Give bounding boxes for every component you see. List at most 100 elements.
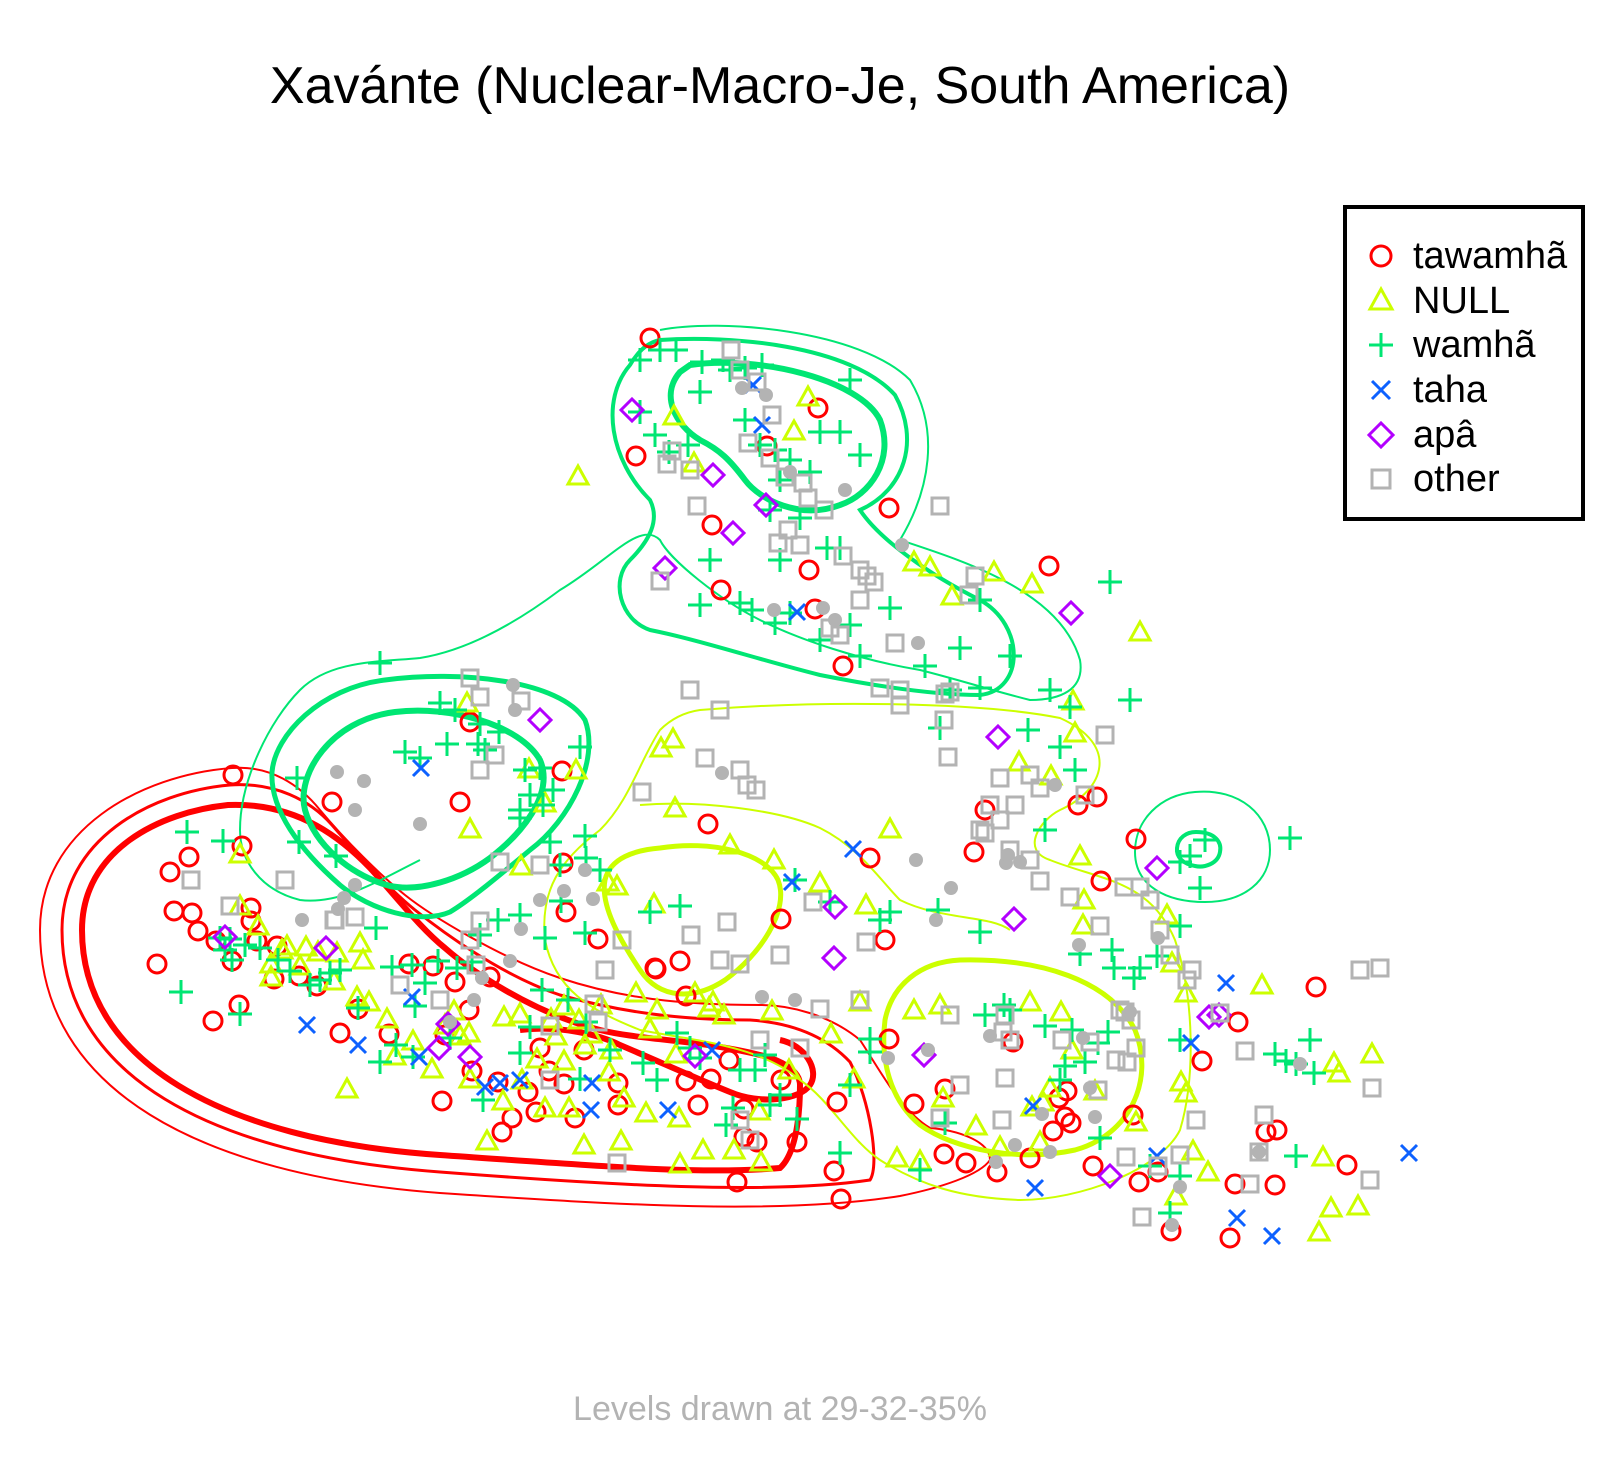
- data-point-triangle: [604, 872, 630, 896]
- data-point-diamond: [1057, 599, 1085, 627]
- data-point-triangle: [596, 1058, 622, 1082]
- series-dot: [295, 381, 1307, 1232]
- data-point-x: [1399, 1143, 1419, 1163]
- data-point-triangle: [532, 1094, 558, 1118]
- data-point-plus: [1122, 966, 1146, 990]
- data-point-plus: [573, 824, 597, 848]
- data-point-diamond: [820, 944, 848, 972]
- data-point-triangle: [1037, 1074, 1063, 1098]
- data-point-triangle: [524, 1045, 550, 1069]
- legend-item-apa: apâ: [1361, 413, 1476, 457]
- data-point-circle: [163, 900, 185, 922]
- data-point-dot: [1083, 1081, 1097, 1095]
- data-point-dot: [348, 803, 362, 817]
- data-point-triangle: [641, 890, 667, 914]
- data-point-square: [1116, 1147, 1136, 1167]
- data-point-plus: [785, 1107, 809, 1131]
- data-point-circle: [1090, 870, 1112, 892]
- data-point-triangle: [595, 868, 621, 892]
- data-point-plus: [1298, 1028, 1322, 1052]
- data-point-square: [1177, 970, 1197, 990]
- data-point-square: [970, 820, 990, 840]
- data-point-circle: [823, 1160, 845, 1182]
- data-point-square: [737, 775, 757, 795]
- data-point-x: [411, 758, 431, 778]
- data-point-plus: [568, 735, 592, 759]
- data-point-square: [935, 684, 955, 704]
- data-point-x: [1262, 1226, 1282, 1246]
- data-point-triangle: [566, 1006, 592, 1030]
- data-point-dot: [578, 863, 592, 877]
- data-point-dot: [759, 388, 773, 402]
- data-point-circle: [525, 1101, 547, 1123]
- data-point-square: [885, 633, 905, 653]
- data-point-square: [460, 930, 480, 950]
- data-point-circle: [770, 908, 792, 930]
- data-point-circle: [1336, 1154, 1358, 1176]
- data-point-plus: [384, 1033, 408, 1057]
- data-point-square: [798, 488, 818, 508]
- data-point-triangle: [258, 950, 284, 974]
- data-point-circle: [555, 901, 577, 923]
- data-point-square: [612, 930, 632, 950]
- data-point-dot: [1293, 1057, 1307, 1071]
- data-point-plus: [285, 766, 309, 790]
- data-point-dot: [330, 765, 344, 779]
- data-point-triangle: [474, 1127, 500, 1151]
- data-point-plus: [808, 628, 832, 652]
- data-point-dot: [828, 613, 842, 627]
- data-point-triangle: [457, 815, 483, 839]
- data-point-dot: [357, 774, 371, 788]
- data-point-dot: [838, 483, 852, 497]
- data-point-triangle: [1163, 1182, 1189, 1206]
- data-point-triangle: [227, 840, 253, 864]
- data-point-plus: [278, 959, 302, 983]
- legend-item-other: other: [1361, 457, 1500, 501]
- data-point-plus: [1302, 1061, 1326, 1085]
- data-point-circle: [1060, 1112, 1082, 1134]
- data-point-triangle: [939, 582, 965, 606]
- data-point-triangle: [917, 553, 943, 577]
- data-point-triangle: [623, 979, 649, 1003]
- data-point-square: [1140, 890, 1160, 910]
- data-point-circle: [830, 1188, 852, 1210]
- data-point-plus: [828, 420, 852, 444]
- data-point-plus: [913, 654, 937, 678]
- legend-symbol-square-icon: [1370, 468, 1392, 490]
- data-point-triangle: [660, 725, 686, 749]
- data-point-square: [275, 870, 295, 890]
- data-point-plus: [403, 994, 427, 1018]
- data-point-square: [850, 590, 870, 610]
- series-square: [181, 340, 1390, 1227]
- data-point-triangle: [551, 1047, 577, 1071]
- data-point-circle: [517, 1081, 539, 1103]
- data-point-plus: [248, 936, 272, 960]
- legend-label: tawamhã: [1413, 234, 1568, 277]
- data-point-square: [864, 572, 884, 592]
- data-point-circle: [159, 861, 181, 883]
- data-point-triangle: [1180, 1137, 1206, 1161]
- data-point-square: [940, 682, 960, 702]
- data-point-diamond: [719, 519, 747, 547]
- data-point-square: [607, 1153, 627, 1173]
- data-point-square: [470, 760, 490, 780]
- data-point-triangle: [274, 932, 300, 956]
- data-point-dot: [586, 892, 600, 906]
- data-point-plus: [933, 1111, 957, 1135]
- data-point-triangle: [456, 1019, 482, 1043]
- legend-label: NULL: [1413, 279, 1511, 322]
- series-triangle: [227, 383, 1385, 1242]
- contour-tawamha-inner: [78, 801, 804, 1174]
- data-point-diamond: [1096, 1162, 1124, 1190]
- data-point-plus: [768, 468, 792, 492]
- data-point-square: [662, 441, 682, 461]
- data-point-triangle: [1017, 988, 1043, 1012]
- data-point-triangle: [1306, 1218, 1332, 1242]
- data-point-plus: [1073, 1050, 1097, 1074]
- data-point-plus: [1053, 1054, 1077, 1078]
- series-x: [297, 375, 1419, 1246]
- data-point-triangle: [711, 1001, 737, 1025]
- data-point-circle: [1191, 1050, 1213, 1072]
- data-point-triangle: [258, 963, 284, 987]
- data-point-square: [778, 520, 798, 540]
